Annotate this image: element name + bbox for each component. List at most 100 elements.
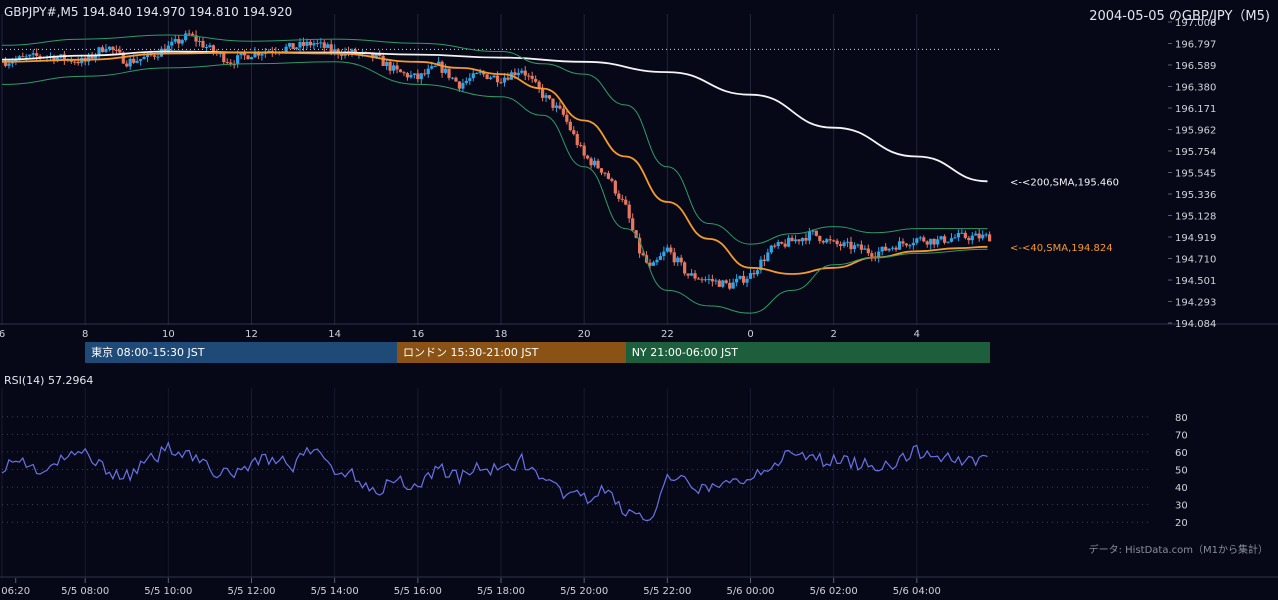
candle-body: [859, 244, 863, 250]
price-tick-label: 196.171: [1175, 104, 1216, 115]
candle-body: [769, 245, 773, 253]
rsi-tick-label: 60: [1175, 448, 1188, 459]
candle-body: [211, 45, 215, 52]
candle-body: [856, 244, 860, 246]
candle-body: [350, 49, 354, 54]
candle-body: [443, 68, 448, 73]
candle-body: [984, 234, 988, 236]
rsi-tick-label: 80: [1175, 413, 1188, 424]
price-tick-label: 195.962: [1175, 126, 1216, 137]
candle-body: [270, 51, 274, 53]
time-tick-label: 5/6 02:00: [810, 586, 858, 597]
candle-body: [849, 241, 853, 250]
candle-body: [322, 42, 326, 48]
candle-body: [62, 54, 66, 61]
candle-body: [537, 81, 541, 89]
price-axis: 197.006 196.797 196.589 196.380 196.171 195.9…: [1168, 18, 1216, 330]
candle-body: [627, 204, 631, 219]
candle-body: [93, 55, 98, 59]
candle-body: [197, 40, 202, 42]
candle-body: [904, 243, 909, 246]
candle-body: [655, 259, 659, 263]
hour-tick-label: 12: [245, 329, 258, 340]
candle-body: [87, 54, 91, 62]
candle-body: [218, 53, 222, 55]
hour-tick-label: 20: [578, 329, 591, 340]
candle-body: [385, 61, 389, 67]
data-source-note: データ: HistData.com（M1から集計）: [1088, 545, 1268, 556]
sma40-label: <-<40,SMA,194.824: [1010, 243, 1113, 254]
candle-body: [430, 66, 434, 69]
candle-body: [301, 42, 306, 46]
candle-body: [866, 248, 870, 254]
candle-body: [204, 47, 209, 49]
candle-body: [374, 53, 378, 58]
candle-body: [925, 241, 929, 245]
candle-body: [842, 242, 846, 246]
candle-body: [880, 246, 884, 252]
candle-body: [145, 53, 150, 58]
candle-body: [475, 73, 479, 75]
candle-body: [21, 56, 25, 58]
time-tick-label: 5/5 14:00: [311, 586, 359, 597]
candle-body: [561, 108, 565, 115]
candle-body: [256, 51, 261, 56]
candle-body: [447, 68, 451, 78]
candle-body: [294, 47, 299, 50]
candle-body: [890, 247, 895, 249]
candle-body: [780, 242, 784, 244]
candle-body: [735, 278, 739, 283]
hour-tick-label: 14: [328, 329, 341, 340]
candle-body: [527, 75, 531, 77]
candle-body: [981, 234, 985, 239]
candle-body: [773, 245, 777, 247]
candle-body: [731, 282, 735, 289]
candle-body: [38, 55, 42, 58]
candle-body: [766, 252, 770, 262]
candle-body: [852, 245, 857, 250]
candle-body: [319, 42, 323, 44]
price-tick-label: 196.797: [1175, 40, 1216, 51]
candle-body: [156, 56, 160, 58]
price-tick-label: 194.710: [1175, 255, 1216, 266]
candle-body: [132, 58, 136, 63]
candle-body: [395, 65, 399, 70]
candle-body: [166, 45, 170, 53]
candle-body: [929, 238, 933, 245]
candle-body: [669, 247, 673, 253]
candle-body: [291, 43, 295, 50]
series-labels: <-<200,SMA,195.460 <-<40,SMA,194.824: [1010, 177, 1119, 254]
candle-body: [506, 77, 510, 80]
price-tick-label: 195.545: [1175, 169, 1216, 180]
rsi-tick-label: 50: [1175, 466, 1188, 477]
candle-body: [714, 280, 718, 282]
candle-body: [412, 73, 416, 75]
candle-body: [142, 57, 146, 60]
candle-body: [260, 53, 264, 56]
candle-body: [194, 35, 198, 42]
candle-body: [641, 253, 645, 256]
candle-body: [932, 238, 936, 245]
candle-body: [651, 262, 656, 266]
candle-body: [308, 41, 313, 46]
candle-body: [437, 61, 441, 66]
candle-body: [700, 279, 704, 281]
hour-tick-label: 2: [830, 329, 836, 340]
candle-body: [634, 230, 638, 238]
candle-body: [544, 95, 548, 98]
hour-tick-label: 4: [914, 329, 920, 340]
candle-body: [970, 235, 974, 241]
hour-tick-label: 0: [747, 329, 753, 340]
candle-body: [825, 239, 829, 243]
candle-body: [520, 70, 524, 73]
candle-body: [741, 275, 746, 283]
candle-body: [201, 40, 205, 48]
bollinger-upper-line: [1, 34, 988, 245]
candle-body: [391, 65, 396, 71]
candle-body: [485, 74, 489, 80]
candle-body: [728, 282, 732, 289]
candle-body: [489, 77, 493, 80]
candle-body: [135, 60, 139, 63]
candle-body: [832, 240, 836, 242]
time-tick-label: 5/5 12:00: [227, 586, 275, 597]
